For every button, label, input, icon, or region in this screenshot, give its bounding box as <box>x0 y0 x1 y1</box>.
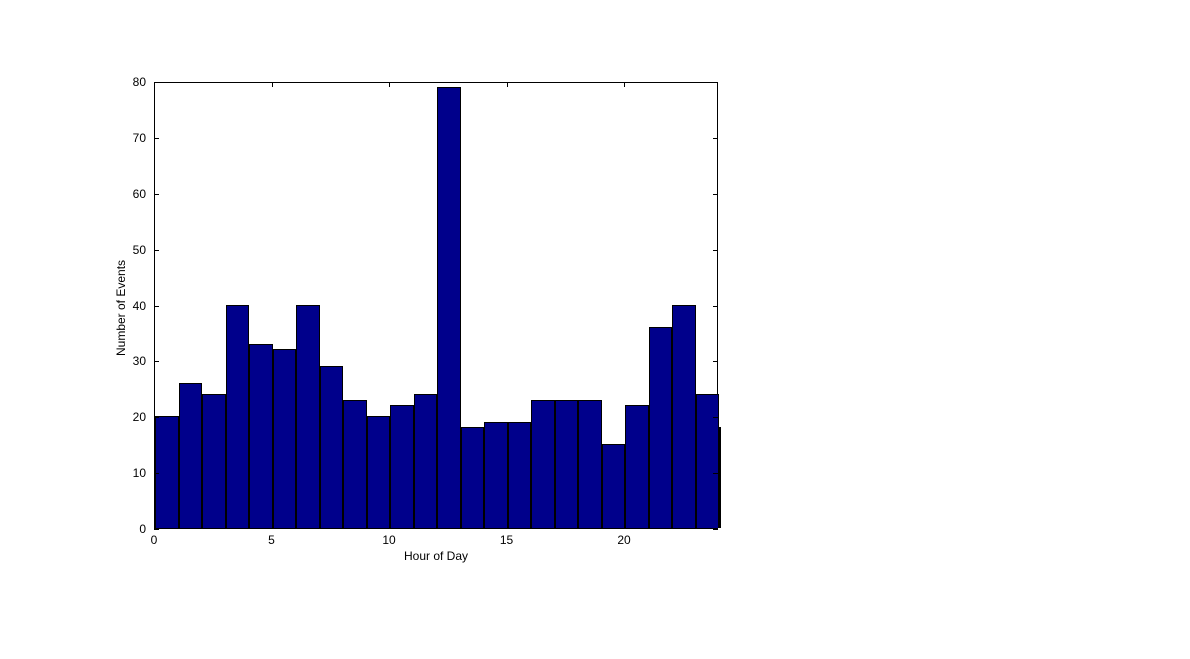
y-tick <box>713 138 718 139</box>
x-tick-label: 0 <box>139 533 169 547</box>
x-tick <box>624 524 625 529</box>
bar-hour-24 <box>719 427 721 528</box>
bar-hour-3 <box>226 305 250 529</box>
x-tick <box>389 82 390 87</box>
bar-hour-23 <box>696 394 720 528</box>
bar-hour-20 <box>625 405 649 528</box>
bar-hour-2 <box>202 394 226 528</box>
bar-hour-4 <box>249 344 273 528</box>
x-tick <box>272 524 273 529</box>
x-tick <box>507 82 508 87</box>
bar-hour-10 <box>390 405 414 528</box>
y-tick <box>154 473 159 474</box>
bar-hour-9 <box>367 416 391 528</box>
x-tick-label: 5 <box>257 533 287 547</box>
x-axis-label: Hour of Day <box>154 549 718 563</box>
x-tick-label: 15 <box>492 533 522 547</box>
y-tick <box>713 417 718 418</box>
y-tick-label: 10 <box>122 466 146 480</box>
y-tick-label: 80 <box>122 75 146 89</box>
x-tick <box>272 82 273 87</box>
y-tick-label: 20 <box>122 410 146 424</box>
bar-hour-22 <box>672 305 696 529</box>
bar-hour-5 <box>273 349 297 528</box>
y-tick <box>713 250 718 251</box>
y-tick <box>154 529 159 530</box>
y-tick <box>154 417 159 418</box>
bar-hour-1 <box>179 383 203 528</box>
bar-hour-6 <box>296 305 320 529</box>
y-tick-label: 70 <box>122 131 146 145</box>
y-tick-label: 40 <box>122 299 146 313</box>
x-tick <box>154 82 155 87</box>
x-tick-label: 20 <box>609 533 639 547</box>
chart-container: Number of Events Hour of Day 01020304050… <box>0 0 1190 659</box>
bar-hour-12 <box>437 87 461 528</box>
y-tick <box>154 250 159 251</box>
bar-hour-17 <box>555 400 579 529</box>
plot-area <box>154 82 718 529</box>
x-tick <box>389 524 390 529</box>
x-tick <box>624 82 625 87</box>
y-tick <box>713 473 718 474</box>
bar-hour-13 <box>461 427 485 528</box>
bar-hour-18 <box>578 400 602 529</box>
y-tick <box>713 361 718 362</box>
bar-hour-16 <box>531 400 555 529</box>
y-tick <box>154 306 159 307</box>
y-tick-label: 60 <box>122 187 146 201</box>
y-tick <box>713 194 718 195</box>
y-tick <box>154 361 159 362</box>
y-tick-label: 30 <box>122 354 146 368</box>
bar-hour-21 <box>649 327 673 528</box>
bar-hour-0 <box>155 416 179 528</box>
x-tick <box>507 524 508 529</box>
y-tick <box>154 138 159 139</box>
bar-hour-11 <box>414 394 438 528</box>
bar-hour-19 <box>602 444 626 528</box>
bar-hour-8 <box>343 400 367 529</box>
bar-hour-15 <box>508 422 532 528</box>
y-tick <box>713 306 718 307</box>
y-tick-label: 50 <box>122 243 146 257</box>
bar-hour-14 <box>484 422 508 528</box>
y-tick <box>713 529 718 530</box>
y-tick <box>713 82 718 83</box>
x-tick-label: 10 <box>374 533 404 547</box>
bar-hour-7 <box>320 366 344 528</box>
x-tick <box>154 524 155 529</box>
y-tick <box>154 194 159 195</box>
